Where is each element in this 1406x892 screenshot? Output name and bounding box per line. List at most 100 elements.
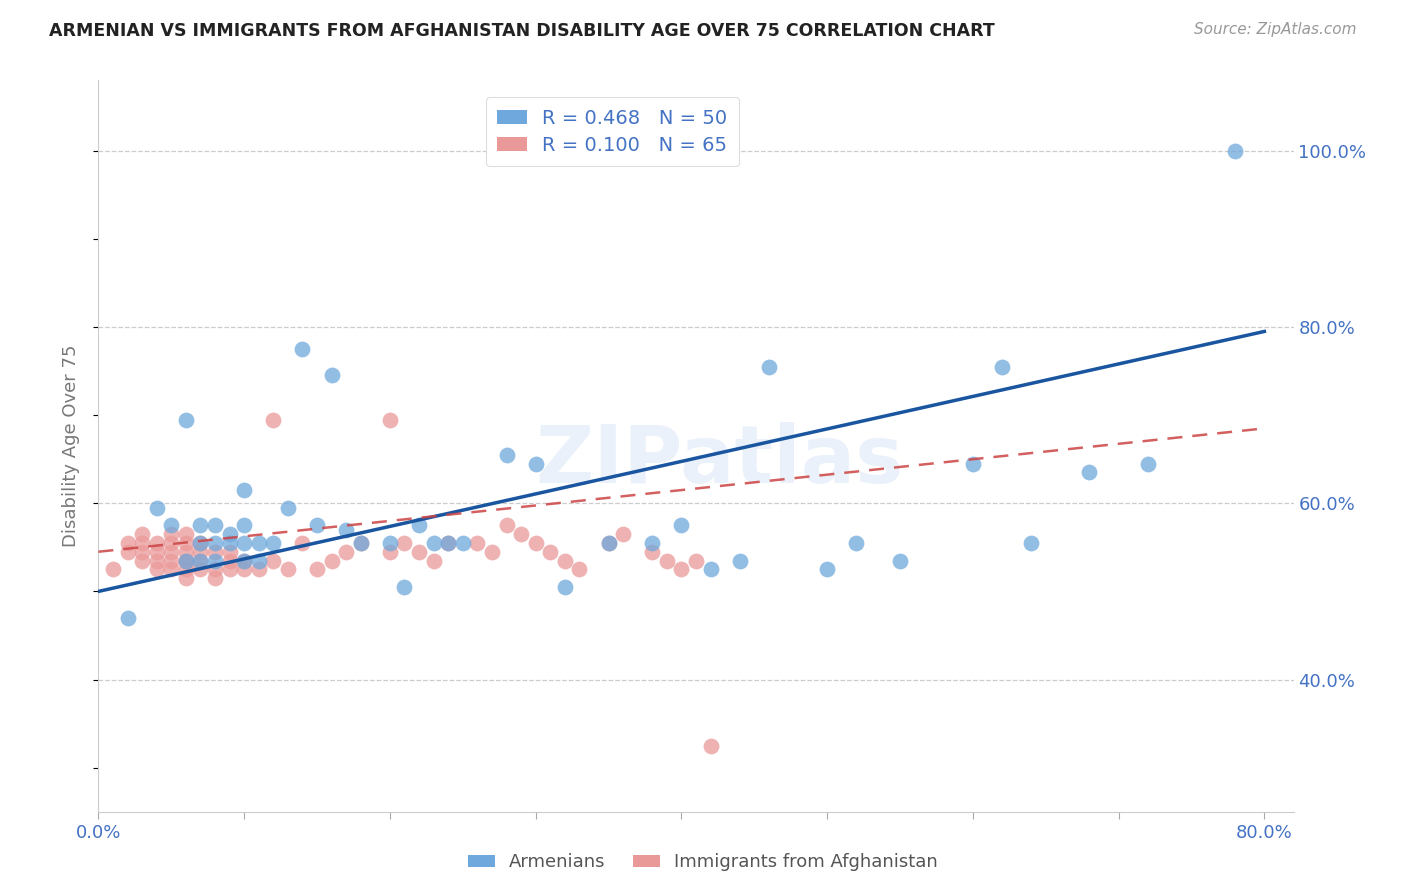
Point	[190, 518, 212, 533]
Point	[204, 553, 226, 567]
Point	[233, 483, 256, 497]
Point	[145, 553, 167, 567]
Text: ARMENIAN VS IMMIGRANTS FROM AFGHANISTAN DISABILITY AGE OVER 75 CORRELATION CHART: ARMENIAN VS IMMIGRANTS FROM AFGHANISTAN …	[49, 22, 995, 40]
Point	[991, 359, 1014, 374]
Point	[131, 553, 153, 567]
Point	[117, 611, 139, 625]
Point	[889, 553, 911, 567]
Point	[305, 518, 328, 533]
Point	[131, 527, 153, 541]
Point	[174, 571, 197, 585]
Point	[277, 562, 299, 576]
Point	[510, 527, 533, 541]
Point	[641, 545, 664, 559]
Point	[145, 562, 167, 576]
Point	[699, 739, 721, 753]
Point	[160, 527, 183, 541]
Point	[671, 562, 693, 576]
Point	[335, 545, 357, 559]
Point	[218, 562, 240, 576]
Point	[350, 536, 373, 550]
Point	[190, 553, 212, 567]
Point	[481, 545, 503, 559]
Point	[568, 562, 591, 576]
Point	[247, 536, 270, 550]
Point	[218, 527, 240, 541]
Point	[277, 500, 299, 515]
Point	[1225, 144, 1247, 158]
Point	[204, 571, 226, 585]
Point	[117, 545, 139, 559]
Y-axis label: Disability Age Over 75: Disability Age Over 75	[62, 344, 80, 548]
Point	[262, 553, 284, 567]
Point	[204, 518, 226, 533]
Point	[554, 553, 576, 567]
Point	[160, 562, 183, 576]
Point	[422, 553, 444, 567]
Legend: R = 0.468   N = 50, R = 0.100   N = 65: R = 0.468 N = 50, R = 0.100 N = 65	[485, 97, 740, 167]
Point	[131, 545, 153, 559]
Point	[350, 536, 373, 550]
Point	[598, 536, 620, 550]
Point	[190, 536, 212, 550]
Point	[378, 545, 401, 559]
Point	[554, 580, 576, 594]
Point	[845, 536, 868, 550]
Point	[378, 536, 401, 550]
Point	[758, 359, 780, 374]
Point	[190, 545, 212, 559]
Point	[495, 518, 517, 533]
Point	[204, 536, 226, 550]
Point	[728, 553, 751, 567]
Point	[160, 545, 183, 559]
Point	[538, 545, 561, 559]
Point	[218, 545, 240, 559]
Point	[160, 518, 183, 533]
Point	[145, 545, 167, 559]
Point	[598, 536, 620, 550]
Point	[204, 545, 226, 559]
Point	[218, 536, 240, 550]
Point	[174, 527, 197, 541]
Point	[174, 553, 197, 567]
Point	[524, 536, 547, 550]
Point	[233, 536, 256, 550]
Point	[233, 553, 256, 567]
Text: ZIPatlas: ZIPatlas	[536, 422, 904, 500]
Point	[378, 412, 401, 426]
Point	[291, 536, 314, 550]
Point	[145, 536, 167, 550]
Point	[174, 545, 197, 559]
Point	[204, 562, 226, 576]
Point	[1136, 457, 1159, 471]
Point	[174, 536, 197, 550]
Point	[190, 562, 212, 576]
Point	[174, 412, 197, 426]
Point	[321, 553, 343, 567]
Text: Source: ZipAtlas.com: Source: ZipAtlas.com	[1194, 22, 1357, 37]
Point	[174, 553, 197, 567]
Point	[117, 536, 139, 550]
Point	[145, 500, 167, 515]
Point	[422, 536, 444, 550]
Point	[335, 523, 357, 537]
Point	[467, 536, 489, 550]
Point	[408, 518, 430, 533]
Point	[612, 527, 634, 541]
Point	[247, 553, 270, 567]
Point	[524, 457, 547, 471]
Point	[174, 562, 197, 576]
Point	[408, 545, 430, 559]
Point	[321, 368, 343, 383]
Point	[1078, 466, 1101, 480]
Point	[233, 518, 256, 533]
Point	[291, 342, 314, 356]
Point	[655, 553, 678, 567]
Point	[233, 562, 256, 576]
Point	[160, 553, 183, 567]
Point	[437, 536, 460, 550]
Point	[262, 412, 284, 426]
Point	[394, 580, 416, 594]
Point	[495, 448, 517, 462]
Point	[699, 562, 721, 576]
